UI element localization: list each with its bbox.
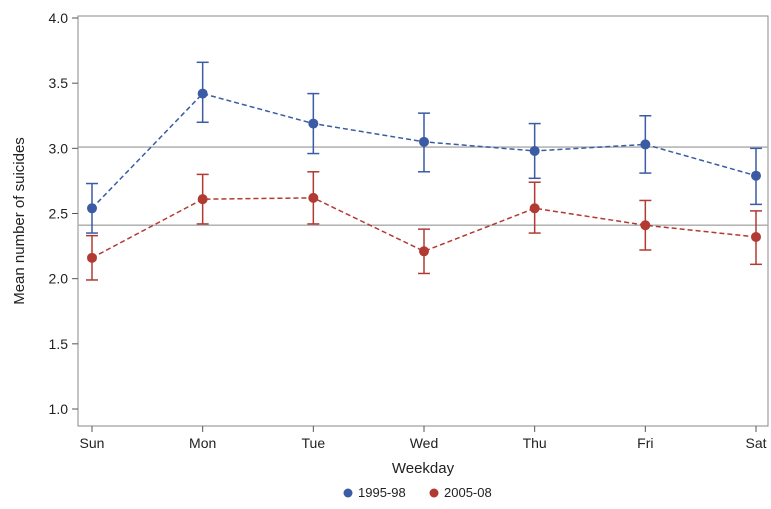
data-point — [640, 220, 651, 231]
x-tick-label: Wed — [410, 435, 439, 451]
legend-label: 1995-98 — [358, 485, 406, 500]
data-point — [640, 139, 651, 150]
data-point — [87, 203, 97, 214]
x-tick-label: Sat — [745, 435, 766, 451]
y-tick-label: 1.5 — [49, 336, 69, 352]
legend: 1995-98 2005-08 — [343, 485, 492, 500]
data-point — [197, 88, 208, 99]
y-tick-label: 4.0 — [49, 10, 69, 26]
y-tick-label: 3.5 — [49, 75, 69, 91]
series-layer — [86, 61, 762, 281]
data-point — [308, 192, 319, 203]
y-tick-label: 2.5 — [49, 206, 69, 222]
x-axis-title: Weekday — [392, 460, 455, 477]
legend-marker — [429, 488, 439, 498]
data-point — [419, 246, 429, 257]
series-1995-98 — [86, 61, 762, 234]
data-point — [197, 194, 208, 205]
x-axis: Sun Mon Tue Wed Thu Fri Sat — [80, 426, 767, 451]
x-tick-label: Sun — [80, 435, 105, 451]
data-point — [751, 231, 761, 242]
reference-lines — [78, 146, 768, 226]
y-tick-label: 1.0 — [49, 401, 69, 417]
data-point — [529, 203, 540, 214]
y-axis-title: Mean number of suicides — [11, 137, 28, 305]
y-axis: 1.0 1.5 2.0 2.5 3.0 3.5 4.0 — [49, 10, 78, 417]
data-point — [751, 170, 761, 181]
x-tick-label: Fri — [637, 435, 653, 451]
series-2005-08 — [86, 171, 762, 281]
plot-frame — [77, 15, 769, 427]
data-point — [529, 145, 540, 156]
y-tick-label: 3.0 — [49, 140, 69, 156]
data-point — [87, 252, 97, 263]
data-point — [419, 136, 429, 147]
data-point — [308, 118, 319, 129]
y-tick-label: 2.0 — [49, 271, 69, 287]
legend-label: 2005-08 — [444, 485, 492, 500]
x-tick-label: Mon — [189, 435, 216, 451]
x-tick-label: Thu — [523, 435, 547, 451]
legend-marker — [343, 488, 353, 498]
x-tick-label: Tue — [302, 435, 326, 451]
